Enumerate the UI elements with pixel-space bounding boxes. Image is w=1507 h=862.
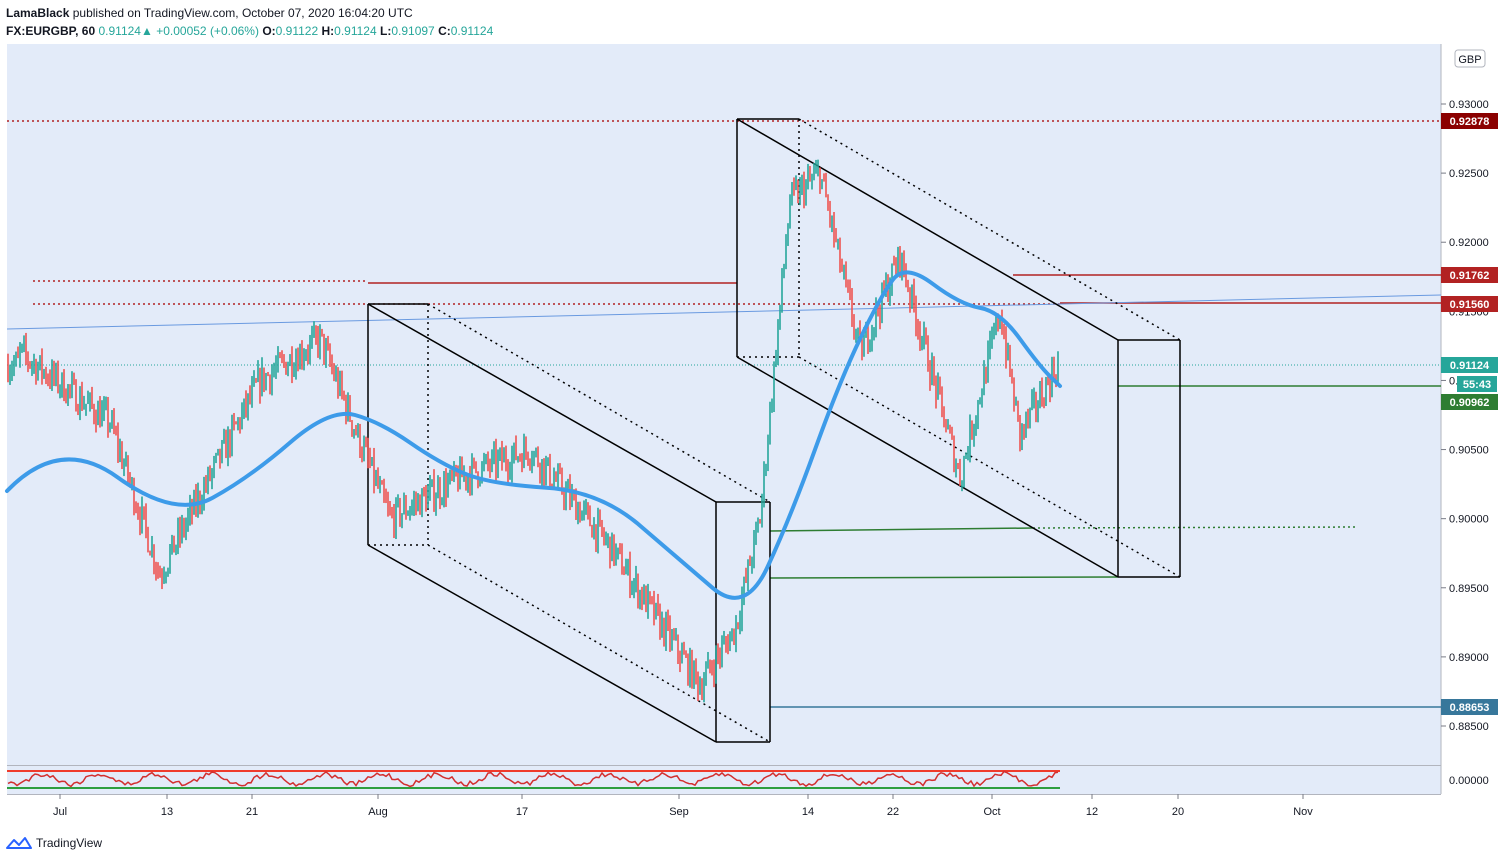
time-tick-3: Aug — [368, 806, 388, 818]
svg-text:0.91762: 0.91762 — [1450, 270, 1490, 282]
trend-line-blue[interactable] — [6, 294, 1442, 330]
svg-text:0.90962: 0.90962 — [1450, 397, 1490, 409]
last-price: 0.91124 — [98, 24, 141, 38]
open-label: O: — [262, 24, 276, 38]
high-label: H: — [321, 24, 335, 38]
price-labels: 0.92878 0.91762 0.91560 0.91124 55:43 0.90962… — [1441, 113, 1498, 715]
support-level-3[interactable] — [769, 576, 1119, 579]
price-label-0[interactable]: 0.92878 — [1441, 113, 1498, 129]
price-label-4[interactable]: 55:43 — [1457, 376, 1497, 392]
price-label-6[interactable]: 0.88653 — [1441, 699, 1498, 715]
footer[interactable]: TradingView — [6, 836, 102, 850]
moving-average-line[interactable] — [5, 270, 1062, 600]
time-tick-7: 22 — [887, 806, 899, 818]
currency-badge: GBP — [1458, 54, 1481, 66]
svg-text:0.92878: 0.92878 — [1450, 116, 1490, 128]
price-tick-0: 0.93000 — [1449, 99, 1489, 111]
price-candles — [7, 159, 1059, 703]
channel-august[interactable] — [367, 303, 771, 743]
chart-header: LamaBlack published on TradingView.com, … — [6, 4, 493, 40]
author-name[interactable]: LamaBlack — [6, 6, 70, 20]
svg-text:0.88653: 0.88653 — [1450, 702, 1490, 714]
low-value: 0.91097 — [391, 24, 435, 38]
time-tick-2: 21 — [246, 806, 258, 818]
price-tick-7: 0.89500 — [1449, 583, 1489, 595]
price-axis[interactable]: 0.930000.925000.920000.915000.910000.905… — [1441, 99, 1489, 787]
time-tick-8: Oct — [983, 806, 1000, 818]
price-label-2[interactable]: 0.91560 — [1441, 296, 1498, 312]
open-value: 0.91122 — [275, 24, 319, 38]
time-tick-0: Jul — [53, 806, 67, 818]
tradingview-brand: TradingView — [36, 836, 103, 850]
time-tick-5: Sep — [669, 806, 689, 818]
time-axis[interactable]: Jul 13 21 Aug 17 Sep 14 22 Oct 12 20 Nov — [53, 794, 1313, 818]
price-tick-5: 0.90500 — [1449, 445, 1489, 457]
time-tick-9: 12 — [1086, 806, 1098, 818]
published-info: published on TradingView.com, October 07… — [72, 6, 413, 20]
svg-text:55:43: 55:43 — [1463, 379, 1491, 391]
time-tick-11: Nov — [1293, 806, 1313, 818]
price-label-5[interactable]: 0.90962 — [1441, 394, 1498, 410]
support-level-2[interactable] — [769, 527, 1034, 532]
price-tick-9: 0.88500 — [1449, 721, 1489, 733]
close-label: C: — [438, 24, 451, 38]
svg-text:0.91560: 0.91560 — [1450, 299, 1490, 311]
high-value: 0.91124 — [334, 24, 377, 38]
time-tick-6: 14 — [802, 806, 814, 818]
close-value: 0.91124 — [450, 24, 494, 38]
time-tick-10: 20 — [1172, 806, 1184, 818]
price-label-3[interactable]: 0.91124 — [1441, 357, 1498, 373]
low-label: L: — [380, 24, 392, 38]
price-tick-6: 0.90000 — [1449, 514, 1489, 526]
price-tick-2: 0.92000 — [1449, 237, 1489, 249]
tradingview-logo-icon — [6, 837, 32, 849]
svg-text:0.91124: 0.91124 — [1450, 360, 1490, 372]
plot-background — [7, 44, 1441, 765]
price-tick-1: 0.92500 — [1449, 168, 1489, 180]
price-label-1[interactable]: 0.91762 — [1441, 267, 1498, 283]
symbol-label[interactable]: FX:EURGBP, 60 — [6, 24, 96, 38]
up-arrow-icon: ▲ — [140, 24, 153, 38]
time-tick-1: 13 — [161, 806, 173, 818]
currency-badge-box[interactable] — [1454, 49, 1486, 68]
price-change: +0.00052 (+0.06%) — [156, 24, 259, 38]
channel-september[interactable] — [736, 118, 1181, 578]
time-tick-4: 17 — [516, 806, 528, 818]
drawings[interactable] — [6, 118, 1442, 743]
support-level-2-dotted[interactable] — [1032, 526, 1357, 529]
oscillator-line — [7, 770, 1059, 788]
oscillator-panel — [7, 770, 1060, 789]
price-chart[interactable]: 0.930000.925000.920000.915000.910000.905… — [0, 42, 1507, 836]
oscillator-tick: 0.00000 — [1449, 775, 1489, 787]
price-tick-8: 0.89000 — [1449, 652, 1489, 664]
